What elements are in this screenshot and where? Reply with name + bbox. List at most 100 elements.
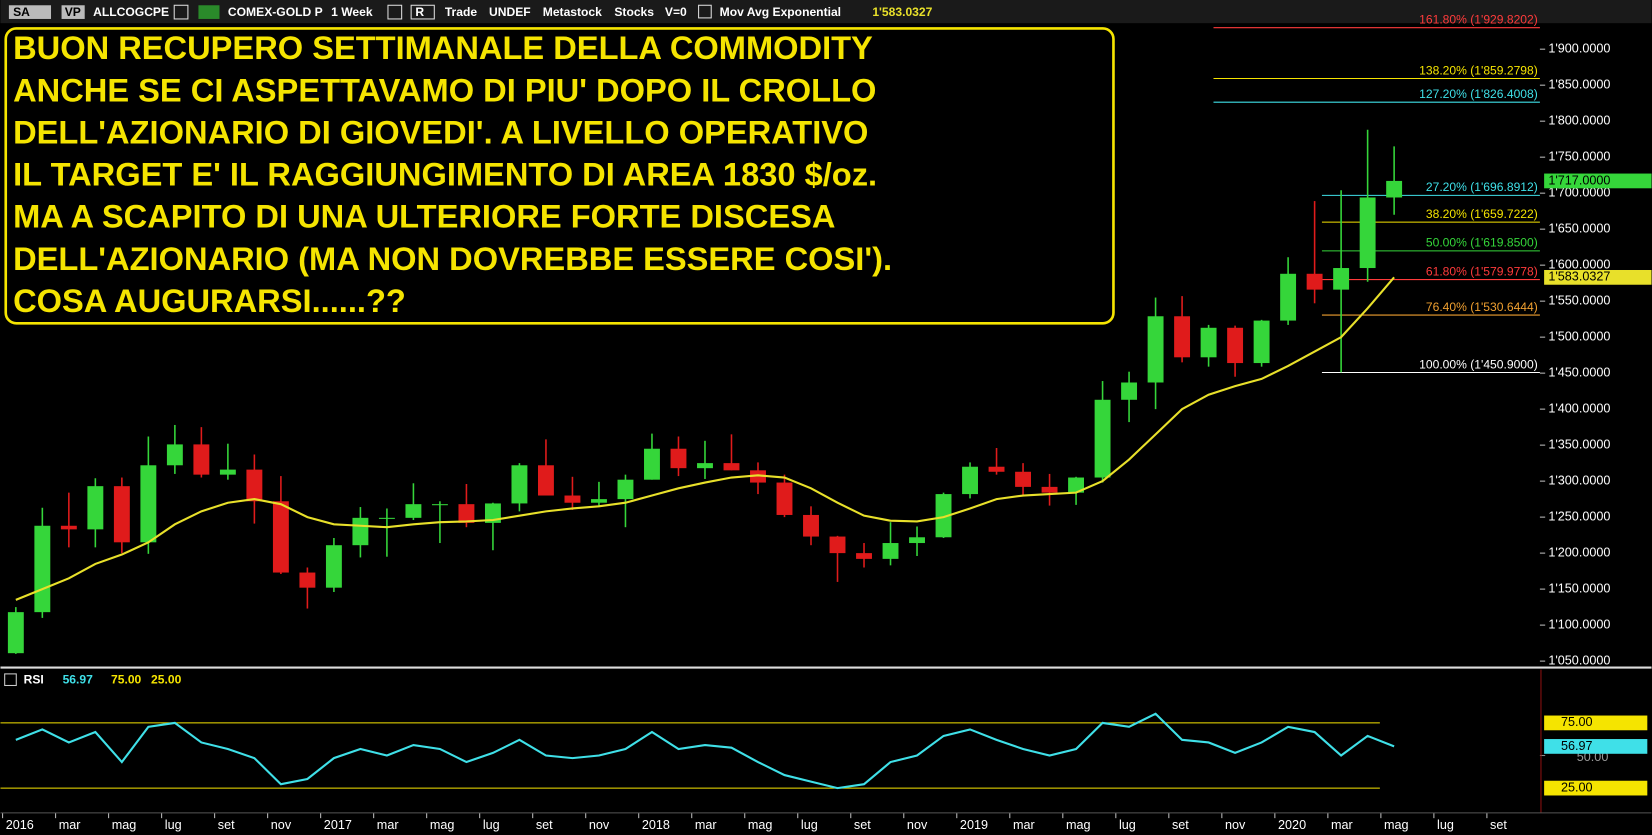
x-tick-label: 2020 <box>1278 818 1306 832</box>
y-tick-label: 1'750.0000 <box>1548 150 1610 164</box>
x-tick-label: mar <box>377 818 399 832</box>
toolbar-item: VP <box>65 5 81 19</box>
x-tick-label: set <box>536 818 553 832</box>
moving-average <box>15 276 1395 601</box>
rsi-tag <box>1544 739 1648 754</box>
close-indicator[interactable] <box>698 4 712 19</box>
dropdown[interactable] <box>173 4 189 20</box>
x-tick-label: lug <box>483 818 500 832</box>
level-tag <box>1544 715 1648 731</box>
candle-body <box>378 517 395 519</box>
candle-body <box>193 444 210 475</box>
y-tick-label: 1'400.0000 <box>1548 401 1610 415</box>
candle-body <box>988 466 1005 472</box>
x-tick-label: mar <box>1331 818 1353 832</box>
x-tick-label: set <box>1490 818 1507 832</box>
candle-body <box>829 536 846 554</box>
fib-label: 76.40% (1'530.6444) <box>1426 300 1538 314</box>
candle-body <box>1280 273 1297 321</box>
x-tick-label: lug <box>1119 818 1136 832</box>
candle-body <box>7 612 24 654</box>
x-tick-label: nov <box>907 818 928 832</box>
rsi-tag-label: 56.97 <box>1561 739 1593 753</box>
x-tick-label: mag <box>748 818 773 832</box>
x-tick-label: mar <box>695 818 717 832</box>
x-tick-label: mag <box>430 818 455 832</box>
candle-body <box>246 469 263 502</box>
y-tick-label: 1'550.0000 <box>1548 293 1610 307</box>
toolbar-item: Metastock <box>543 5 602 19</box>
annotation-line: IL TARGET E' IL RAGGIUNGIMENTO DI AREA 1… <box>13 156 877 193</box>
candle-body <box>140 465 157 543</box>
candle-body <box>1253 320 1270 364</box>
fib-label: 100.00% (1'450.9000) <box>1419 357 1538 371</box>
fib-label: 38.20% (1'659.7222) <box>1426 207 1538 221</box>
y-tick-label: 1'150.0000 <box>1548 581 1610 595</box>
x-tick-label: set <box>854 818 871 832</box>
x-tick-label: lug <box>165 818 182 832</box>
candle-body <box>352 517 369 546</box>
candle-body <box>1147 316 1164 383</box>
level-tag-label: 25.00 <box>1561 780 1593 794</box>
rsi-title: RSI <box>24 672 44 686</box>
toolbar-item: ALLCOGCPE <box>93 5 169 19</box>
candle-body <box>537 465 554 496</box>
y-tick-label: 1'900.0000 <box>1548 42 1610 56</box>
x-tick-label: lug <box>1437 818 1454 832</box>
x-tick-label: 2016 <box>6 818 34 832</box>
candle-body <box>962 466 978 495</box>
candle-body <box>1068 477 1085 493</box>
candle-body <box>1359 197 1376 269</box>
price-tag-label: 1'717.0000 <box>1548 173 1610 187</box>
level-tag-label: 75.00 <box>1561 715 1593 729</box>
fib-label: 61.80% (1'579.9778) <box>1426 264 1538 278</box>
candle-body <box>803 514 819 537</box>
candle-body <box>431 504 448 506</box>
rsi-close[interactable] <box>4 673 17 687</box>
candle-body <box>511 465 528 504</box>
toolbar-item: COMEX-GOLD P <box>228 5 323 19</box>
x-tick-label: mag <box>112 818 137 832</box>
candle-body <box>1333 268 1350 290</box>
y-tick-label: 1'600.0000 <box>1548 257 1610 271</box>
price-tag <box>1544 173 1652 189</box>
candle-body <box>1174 316 1191 358</box>
y-tick-label: 1'500.0000 <box>1548 329 1610 343</box>
candle-body <box>723 463 740 471</box>
candle-body <box>882 543 899 559</box>
annotation-line: COSA AUGURARSI......?? <box>13 282 406 319</box>
dropdown[interactable] <box>387 4 403 20</box>
candle-body <box>909 537 925 544</box>
candle-body <box>935 494 952 538</box>
candle-body <box>697 463 713 469</box>
candle-body <box>299 572 316 588</box>
rsi-line <box>15 712 1395 790</box>
x-tick-label: nov <box>271 818 292 832</box>
candle-body <box>1015 471 1032 487</box>
price-tag-label: 1'583.0327 <box>1548 270 1610 284</box>
x-tick-label: mar <box>1013 818 1035 832</box>
candle-body <box>750 470 766 483</box>
annotation: BUON RECUPERO SETTIMANALE DELLA COMMODIT… <box>4 27 1115 325</box>
vp-button[interactable] <box>61 5 85 19</box>
dropdown[interactable] <box>198 5 220 19</box>
candle-body <box>591 499 607 503</box>
y-tick-label: 1'100.0000 <box>1548 617 1610 631</box>
x-tick-label: mag <box>1384 818 1409 832</box>
candle-body <box>1386 180 1403 198</box>
candle-body <box>484 503 501 523</box>
fib-label: 138.20% (1'859.2798) <box>1419 63 1538 77</box>
x-tick-label: 2019 <box>960 818 988 832</box>
candle-body <box>1121 382 1138 400</box>
candle-body <box>1094 399 1111 478</box>
candle-body <box>1200 327 1217 358</box>
sa-button[interactable] <box>8 5 52 19</box>
r-button[interactable] <box>410 4 435 20</box>
x-tick-label: nov <box>589 818 610 832</box>
y-tick-label: 1'650.0000 <box>1548 221 1610 235</box>
x-tick-label: nov <box>1225 818 1246 832</box>
level-tag <box>1544 780 1648 796</box>
candle-body <box>1306 273 1323 290</box>
